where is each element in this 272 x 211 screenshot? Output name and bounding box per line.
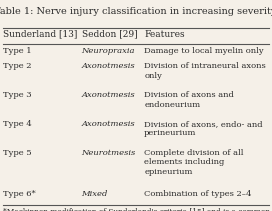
Text: Type 1: Type 1 <box>3 47 31 55</box>
Text: Table 1: Nerve injury classification in increasing severity.: Table 1: Nerve injury classification in … <box>0 7 272 16</box>
Text: *Mackinnon modification of Sunderland's criteria [15] and is a common
clinical s: *Mackinnon modification of Sunderland's … <box>3 207 270 211</box>
Text: Combination of types 2–4: Combination of types 2–4 <box>144 190 252 198</box>
Text: Axonotmesis: Axonotmesis <box>82 62 135 70</box>
Text: Division of axons and
endoneurium: Division of axons and endoneurium <box>144 91 234 109</box>
Text: Complete division of all
elements including
epineurium: Complete division of all elements includ… <box>144 149 244 176</box>
Text: Type 4: Type 4 <box>3 120 32 128</box>
Text: Neurotmesis: Neurotmesis <box>82 149 136 157</box>
Text: Seddon [29]: Seddon [29] <box>82 30 137 39</box>
Text: Type 6*: Type 6* <box>3 190 35 198</box>
Text: Mixed: Mixed <box>82 190 108 198</box>
Text: Type 2: Type 2 <box>3 62 31 70</box>
Text: Neuropraxia: Neuropraxia <box>82 47 135 55</box>
Text: Type 5: Type 5 <box>3 149 31 157</box>
Text: Division of intraneural axons
only: Division of intraneural axons only <box>144 62 266 80</box>
Text: Damage to local myelin only: Damage to local myelin only <box>144 47 264 55</box>
Text: Axonotmesis: Axonotmesis <box>82 91 135 99</box>
Text: Division of axons, endo- and
perineurium: Division of axons, endo- and perineurium <box>144 120 263 137</box>
Text: Axonotmesis: Axonotmesis <box>82 120 135 128</box>
Text: Features: Features <box>144 30 185 39</box>
Text: Sunderland [13]: Sunderland [13] <box>3 30 77 39</box>
Text: Type 3: Type 3 <box>3 91 31 99</box>
